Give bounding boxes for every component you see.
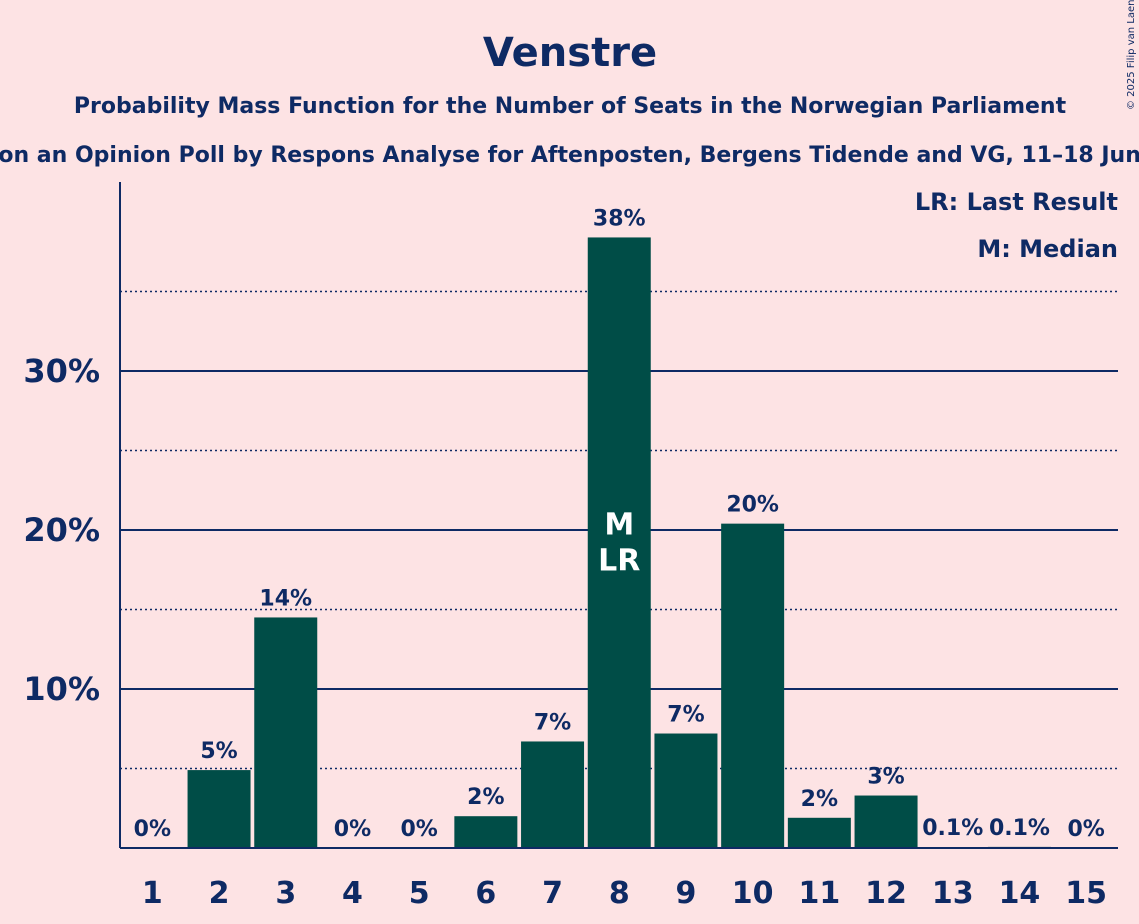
x-axis-ticks: 1 2 3 4 5 6 7 8 9 10 11 12 13 14 15 [142,876,1107,911]
bar-seats-8 [587,237,651,848]
bar-seats-9 [654,733,718,848]
x-tick-label: 13 [932,876,974,911]
bar-seats-12 [854,795,918,848]
x-tick-label: 14 [999,876,1041,911]
bar-marker-lr: LR [598,544,640,579]
bar-seats-10 [721,523,785,848]
data-label: 0.1% [922,816,983,841]
data-label: 2% [801,787,838,812]
bar-seats-2 [187,770,251,848]
x-tick-label: 7 [542,876,563,911]
data-label: 0% [1067,817,1104,842]
x-tick-label: 5 [409,876,430,911]
x-tick-label: 10 [732,876,774,911]
x-tick-label: 4 [342,876,363,911]
chart-title: Venstre [483,30,657,76]
bar-markers: MLR [598,508,640,579]
data-label: 0% [334,817,371,842]
x-tick-label: 6 [475,876,496,911]
x-tick-label: 3 [275,876,296,911]
legend-median: M: Median [977,235,1118,263]
data-label: 0.1% [989,816,1050,841]
data-label: 14% [259,586,312,611]
data-label: 3% [867,765,904,790]
copyright-credit: © 2025 Filip van Laenen [1126,0,1137,110]
x-tick-label: 11 [798,876,840,911]
x-tick-label: 12 [865,876,907,911]
data-label: 0% [400,817,437,842]
y-axis-ticks: 10% 20% 30% [23,352,100,708]
data-label: 2% [467,785,504,810]
legend-last-result: LR: Last Result [915,188,1118,216]
bars [187,237,1051,848]
y-tick-label: 20% [23,511,100,549]
data-label: 20% [726,493,779,518]
y-tick-label: 10% [23,670,100,708]
bar-seats-7 [521,741,585,848]
bar-marker-m: M [604,508,634,543]
x-tick-label: 1 [142,876,163,911]
data-labels: 0% 5% 14% 0% 0% 2% 7% 38% 7% 20% 2% 3% 0.1% 0.1% 0% [134,206,1105,842]
data-label: 7% [667,703,704,728]
y-tick-label: 30% [23,352,100,390]
x-tick-label: 8 [609,876,630,911]
x-tick-label: 15 [1065,876,1107,911]
data-label: 5% [200,739,237,764]
data-label: 38% [593,206,646,231]
data-label: 7% [534,710,571,735]
bar-seats-11 [787,817,851,848]
bar-seats-3 [254,617,318,848]
bar-seats-6 [454,816,518,848]
data-label: 0% [134,817,171,842]
x-tick-label: 2 [209,876,230,911]
chart-subtitle-2: Based on an Opinion Poll by Respons Anal… [0,143,1139,168]
chart-subtitle: Probability Mass Function for the Number… [74,94,1067,119]
x-tick-label: 9 [676,876,697,911]
